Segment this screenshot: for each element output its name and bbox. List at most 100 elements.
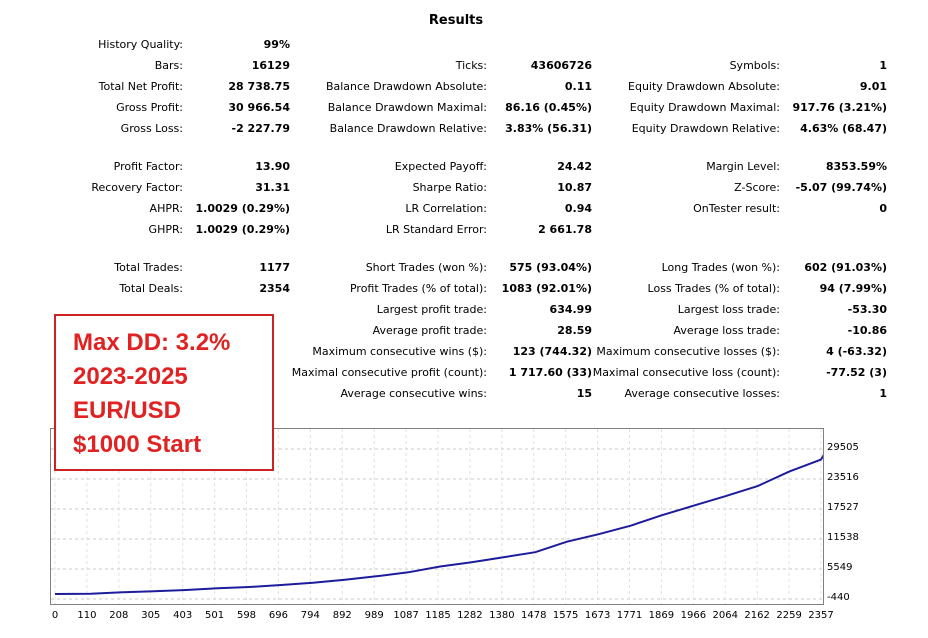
sharpe-ratio-label: Sharpe Ratio: bbox=[412, 181, 487, 194]
x-tick-label: 2259 bbox=[776, 610, 802, 621]
gross-loss-value: -2 227.79 bbox=[231, 122, 291, 135]
margin-level-label: Margin Level: bbox=[706, 160, 780, 173]
recovery-factor-value: 31.31 bbox=[255, 181, 290, 194]
x-tick-label: 501 bbox=[205, 610, 225, 621]
balance-dd-max-label: Balance Drawdown Maximal: bbox=[327, 101, 487, 114]
short-trades-value: 575 (93.04%) bbox=[509, 261, 592, 274]
x-tick-label: 305 bbox=[141, 610, 161, 621]
y-tick-label: 23516 bbox=[827, 472, 859, 483]
gross-profit-value: 30 966.54 bbox=[228, 101, 290, 114]
max-cons-losses-label: Maximum consecutive losses ($): bbox=[596, 345, 780, 358]
annotation-line-4: $1000 Start bbox=[73, 431, 202, 458]
avg-profit-label: Average profit trade: bbox=[372, 324, 487, 337]
x-tick-label: 1673 bbox=[584, 610, 611, 621]
avg-loss-value: -10.86 bbox=[847, 324, 887, 337]
balance-dd-max-value: 86.16 (0.45%) bbox=[505, 101, 592, 114]
total-net-profit-label: Total Net Profit: bbox=[98, 80, 183, 93]
ontester-label: OnTester result: bbox=[693, 202, 780, 215]
x-tick-label: 0 bbox=[51, 610, 59, 621]
equity-dd-rel-value: 4.63% (68.47) bbox=[800, 122, 887, 135]
avg-cons-losses-label: Average consecutive losses: bbox=[624, 387, 780, 400]
equity-dd-abs-label: Equity Drawdown Absolute: bbox=[628, 80, 780, 93]
x-tick-label: 1869 bbox=[648, 610, 675, 621]
loss-trades-label: Loss Trades (% of total): bbox=[647, 282, 780, 295]
avg-loss-label: Average loss trade: bbox=[673, 324, 780, 337]
annotation-box: Max DD: 3.2% 2023-2025 EUR/USD $1000 Sta… bbox=[54, 314, 274, 471]
total-net-profit-value: 28 738.75 bbox=[228, 80, 290, 93]
maximal-cons-profit-label: Maximal consecutive profit (count): bbox=[291, 366, 487, 379]
avg-cons-wins-value: 15 bbox=[576, 387, 592, 400]
balance-line bbox=[54, 454, 823, 595]
x-tick-label: 1966 bbox=[680, 610, 707, 621]
lr-correlation-label: LR Correlation: bbox=[405, 202, 487, 215]
y-tick-label: -440 bbox=[827, 592, 850, 603]
x-tick-label: 1087 bbox=[393, 610, 419, 621]
x-tick-label: 598 bbox=[236, 610, 257, 621]
bars-value: 16129 bbox=[251, 59, 290, 72]
y-tick-label: 17527 bbox=[827, 502, 859, 513]
y-tick-label: 11538 bbox=[827, 532, 859, 543]
ticks-value: 43606726 bbox=[530, 59, 592, 72]
x-tick-label: 403 bbox=[173, 610, 193, 621]
largest-loss-value: -53.30 bbox=[847, 303, 887, 316]
balance-dd-abs-label: Balance Drawdown Absolute: bbox=[325, 80, 487, 93]
ahpr-label: AHPR: bbox=[149, 202, 183, 215]
expected-payoff-value: 24.42 bbox=[557, 160, 592, 173]
maximal-cons-loss-value: -77.52 (3) bbox=[826, 366, 887, 379]
lr-std-error-value: 2 661.78 bbox=[538, 223, 592, 236]
x-tick-label: 696 bbox=[268, 610, 288, 621]
history-quality-value: 99% bbox=[263, 38, 290, 51]
x-tick-label: 1575 bbox=[552, 610, 579, 621]
x-tick-label: 110 bbox=[77, 610, 97, 621]
total-deals-value: 2354 bbox=[259, 282, 290, 295]
ticks-label: Ticks: bbox=[455, 59, 487, 72]
total-trades-value: 1177 bbox=[259, 261, 290, 274]
ontester-value: 0 bbox=[879, 202, 887, 215]
x-tick-label: 892 bbox=[332, 610, 352, 621]
avg-cons-wins-label: Average consecutive wins: bbox=[340, 387, 487, 400]
equity-dd-max-label: Equity Drawdown Maximal: bbox=[629, 101, 780, 114]
x-tick-label: 1185 bbox=[425, 610, 451, 621]
history-quality-label: History Quality: bbox=[98, 38, 183, 51]
profit-factor-label: Profit Factor: bbox=[113, 160, 183, 173]
sharpe-ratio-value: 10.87 bbox=[557, 181, 592, 194]
bars-label: Bars: bbox=[154, 59, 183, 72]
lr-correlation-value: 0.94 bbox=[564, 202, 592, 215]
symbols-label: Symbols: bbox=[729, 59, 780, 72]
balance-dd-rel-value: 3.83% (56.31) bbox=[505, 122, 592, 135]
max-cons-losses-value: 4 (-63.32) bbox=[826, 345, 887, 358]
profit-factor-value: 13.90 bbox=[255, 160, 290, 173]
balance-dd-abs-value: 0.11 bbox=[564, 80, 592, 93]
equity-dd-abs-value: 9.01 bbox=[859, 80, 887, 93]
ahpr-value: 1.0029 (0.29%) bbox=[195, 202, 291, 215]
x-tick-label: 1771 bbox=[616, 610, 643, 621]
avg-cons-losses-value: 1 bbox=[879, 387, 887, 400]
balance-dd-rel-label: Balance Drawdown Relative: bbox=[329, 122, 487, 135]
loss-trades-value: 94 (7.99%) bbox=[819, 282, 887, 295]
x-tick-label: 1282 bbox=[457, 610, 483, 621]
x-tick-label: 1478 bbox=[521, 610, 547, 621]
equity-dd-rel-label: Equity Drawdown Relative: bbox=[631, 122, 780, 135]
expected-payoff-label: Expected Payoff: bbox=[394, 160, 487, 173]
gross-loss-label: Gross Loss: bbox=[120, 122, 183, 135]
total-deals-label: Total Deals: bbox=[119, 282, 183, 295]
profit-trades-value: 1083 (92.01%) bbox=[501, 282, 592, 295]
x-tick-label: 989 bbox=[364, 610, 384, 621]
x-tick-label: 1380 bbox=[489, 610, 515, 621]
y-tick-label: 5549 bbox=[827, 562, 853, 573]
z-score-label: Z-Score: bbox=[734, 181, 780, 194]
x-tick-label: 2162 bbox=[744, 610, 770, 621]
max-cons-wins-label: Maximum consecutive wins ($): bbox=[312, 345, 487, 358]
gross-profit-label: Gross Profit: bbox=[116, 101, 183, 114]
margin-level-value: 8353.59% bbox=[825, 160, 887, 173]
equity-dd-max-value: 917.76 (3.21%) bbox=[792, 101, 888, 114]
annotation-line-1: Max DD: 3.2% bbox=[73, 329, 231, 356]
long-trades-label: Long Trades (won %): bbox=[661, 261, 780, 274]
x-tick-label: 2064 bbox=[712, 610, 738, 621]
largest-profit-label: Largest profit trade: bbox=[376, 303, 487, 316]
y-tick-label: 29505 bbox=[827, 442, 859, 453]
long-trades-value: 602 (91.03%) bbox=[804, 261, 887, 274]
maximal-cons-profit-value: 1 717.60 (33) bbox=[508, 366, 592, 379]
z-score-value: -5.07 (99.74%) bbox=[795, 181, 887, 194]
annotation-line-3: EUR/USD bbox=[73, 397, 182, 424]
